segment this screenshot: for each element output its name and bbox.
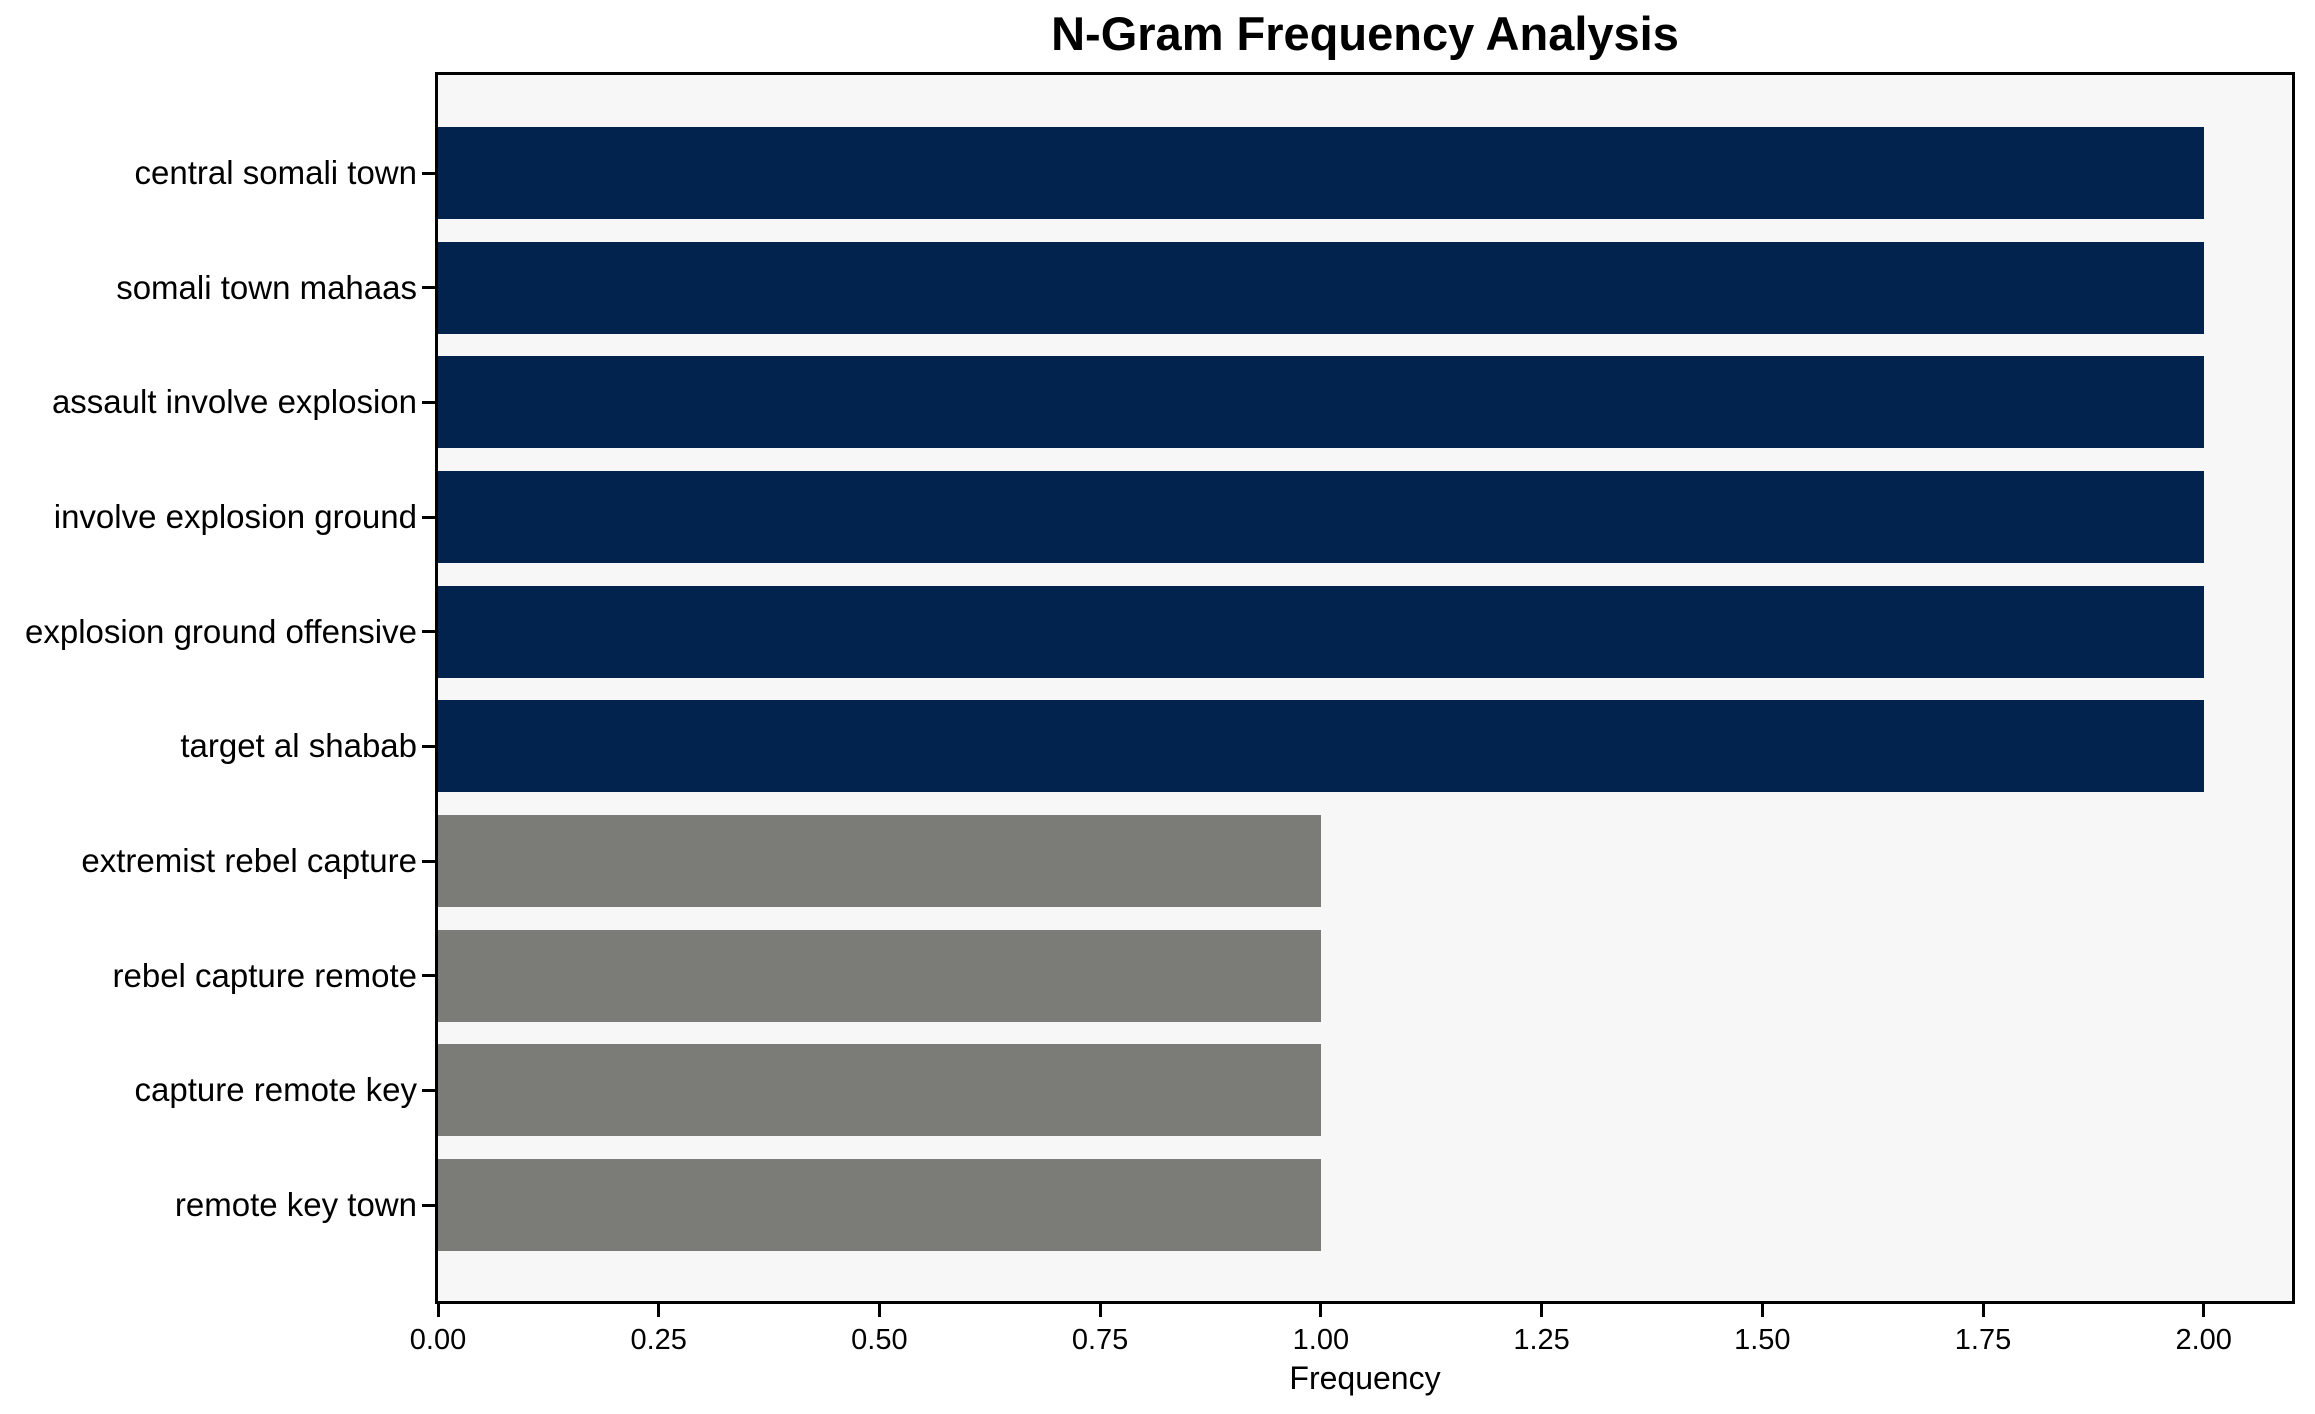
chart-title: N-Gram Frequency Analysis bbox=[1051, 7, 1679, 60]
x-tick-mark bbox=[1981, 1304, 1985, 1317]
y-tick-label-assault-involve-explosion: assault involve explosion bbox=[51, 383, 417, 421]
x-tick-label-0.50: 0.50 bbox=[851, 1324, 908, 1356]
y-tick-mark bbox=[422, 1088, 435, 1092]
x-tick-label-1.25: 1.25 bbox=[1513, 1324, 1570, 1356]
y-tick-mark bbox=[422, 630, 435, 634]
y-tick-label-extremist-rebel-capture: extremist rebel capture bbox=[81, 842, 417, 879]
y-tick-mark bbox=[422, 400, 435, 404]
x-tick-label-1.50: 1.50 bbox=[1734, 1324, 1791, 1356]
y-tick-mark bbox=[422, 859, 435, 863]
bar-remote-key-town bbox=[438, 1159, 1321, 1251]
x-tick-mark bbox=[2202, 1304, 2206, 1317]
x-tick-label-0.75: 0.75 bbox=[1071, 1324, 1129, 1356]
y-tick-label-explosion-ground-offensive: explosion ground offensive bbox=[24, 612, 417, 650]
x-tick-mark bbox=[657, 1304, 661, 1317]
y-tick-mark bbox=[422, 286, 435, 290]
x-tick-label-0.00: 0.00 bbox=[409, 1324, 467, 1356]
x-tick-label-1.75: 1.75 bbox=[1954, 1324, 2012, 1356]
y-tick-mark bbox=[422, 515, 435, 519]
x-tick-label-1.00: 1.00 bbox=[1292, 1324, 1350, 1356]
y-tick-mark bbox=[422, 744, 435, 748]
bar-involve-explosion-ground bbox=[438, 471, 2204, 563]
bar-explosion-ground-offensive bbox=[438, 585, 2204, 678]
x-axis-label: Frequency bbox=[1289, 1360, 1441, 1396]
y-tick-label-central-somali-town: central somali town bbox=[134, 154, 417, 191]
bar-central-somali-town bbox=[438, 127, 2204, 219]
y-tick-label-capture-remote-key: capture remote key bbox=[134, 1071, 417, 1109]
y-tick-label-target-al-shabab: target al shabab bbox=[180, 727, 417, 765]
y-tick-label-involve-explosion-ground: involve explosion ground bbox=[53, 498, 417, 535]
y-tick-mark bbox=[422, 1203, 435, 1207]
x-tick-mark bbox=[1540, 1304, 1544, 1317]
x-tick-mark bbox=[1760, 1304, 1764, 1317]
y-tick-label-remote-key-town: remote key town bbox=[174, 1186, 417, 1223]
bar-capture-remote-key bbox=[438, 1044, 1321, 1137]
y-tick-mark bbox=[422, 171, 435, 175]
bar-extremist-rebel-capture bbox=[438, 815, 1321, 907]
x-tick-mark bbox=[877, 1304, 881, 1317]
x-tick-mark bbox=[1098, 1304, 1102, 1317]
x-tick-label-2.00: 2.00 bbox=[2175, 1324, 2232, 1356]
y-tick-label-rebel-capture-remote: rebel capture remote bbox=[112, 956, 418, 994]
bar-assault-involve-explosion bbox=[438, 356, 2204, 449]
bar-target-al-shabab bbox=[438, 700, 2204, 793]
y-tick-label-somali-town-mahaas: somali town mahaas bbox=[116, 268, 417, 306]
y-tick-mark bbox=[422, 974, 435, 978]
bar-rebel-capture-remote bbox=[438, 929, 1321, 1022]
x-tick-mark bbox=[436, 1304, 440, 1317]
bar-somali-town-mahaas bbox=[438, 241, 2204, 334]
x-tick-label-0.25: 0.25 bbox=[630, 1324, 687, 1356]
x-tick-mark bbox=[1319, 1304, 1323, 1317]
